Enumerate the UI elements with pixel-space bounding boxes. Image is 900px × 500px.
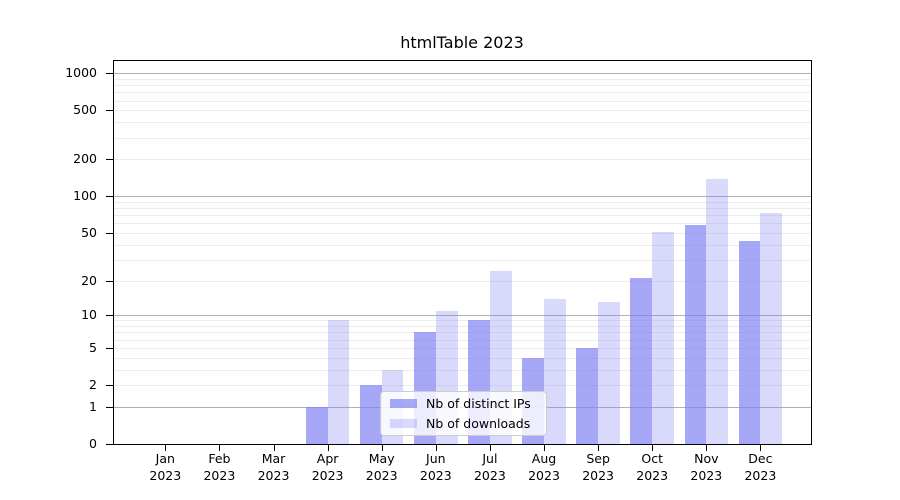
x-tick <box>652 445 654 451</box>
gridline-major <box>114 196 811 198</box>
y-tick-label: 500 <box>73 102 97 118</box>
x-tick-label: Mar 2023 <box>257 451 290 483</box>
y-tick-label: 5 <box>89 339 97 355</box>
gridline-minor <box>114 208 811 210</box>
y-tick-label: 1 <box>89 398 97 414</box>
y-tick-label: 100 <box>73 188 97 204</box>
gridline-minor <box>114 244 811 246</box>
x-tick <box>706 445 708 451</box>
bar <box>738 240 761 444</box>
x-tick <box>165 445 167 451</box>
gridline-minor <box>114 280 811 282</box>
y-tick-label: 0 <box>89 436 97 451</box>
x-tick <box>489 445 491 451</box>
gridline-minor <box>114 223 811 225</box>
x-tick-label: Feb 2023 <box>203 451 236 483</box>
x-tick-label: Jul 2023 <box>473 451 506 483</box>
x-tick <box>760 445 762 451</box>
legend: Nb of distinct IPs Nb of downloads <box>380 391 547 436</box>
legend-swatch-distinct-ips <box>390 399 417 409</box>
y-tick <box>106 406 113 408</box>
gridline-minor <box>114 137 811 139</box>
gridline-minor <box>114 201 811 203</box>
legend-label-downloads: Nb of downloads <box>426 415 531 431</box>
y-tick-label: 200 <box>73 151 97 167</box>
y-tick <box>106 110 113 112</box>
x-tick <box>544 445 545 451</box>
legend-row: Nb of downloads <box>387 416 540 432</box>
gridline-major <box>114 315 811 317</box>
x-tick-label: Jan 2023 <box>149 451 182 483</box>
x-tick <box>381 445 383 451</box>
x-tick-label: Aug 2023 <box>528 451 560 483</box>
gridline-minor <box>114 332 811 334</box>
gridline-minor <box>114 215 811 217</box>
x-tick-label: Oct 2023 <box>636 451 669 483</box>
y-tick-label: 1000 <box>65 65 97 81</box>
bar <box>684 225 707 444</box>
legend-row: Nb of distinct IPs <box>387 396 540 412</box>
gridline-minor <box>114 385 811 387</box>
x-tick <box>219 445 221 451</box>
legend-label-distinct-ips: Nb of distinct IPs <box>426 396 531 412</box>
gridline-minor <box>114 100 811 102</box>
gridline-minor <box>114 320 811 322</box>
gridline-minor <box>114 339 811 341</box>
bar <box>544 298 566 444</box>
x-tick-label: May 2023 <box>365 451 398 483</box>
y-tick <box>106 444 113 445</box>
gridline-minor <box>114 369 811 371</box>
gridline-minor <box>114 78 811 80</box>
gridline-minor <box>114 233 811 235</box>
x-tick-label: Nov 2023 <box>690 451 723 483</box>
gridline-minor <box>114 122 811 124</box>
x-tick-label: Apr 2023 <box>311 451 344 483</box>
x-tick <box>273 445 275 451</box>
y-tick <box>106 73 113 75</box>
x-tick <box>598 445 600 451</box>
y-tick-label: 50 <box>81 225 97 241</box>
y-tick <box>106 347 113 349</box>
x-tick-label: Jun 2023 <box>419 451 452 483</box>
chart-title: htmlTable 2023 <box>400 33 524 52</box>
legend-swatch-downloads <box>390 418 417 428</box>
x-tick-label: Sep 2023 <box>582 451 614 483</box>
plot-area <box>113 60 812 445</box>
bar <box>706 178 729 444</box>
y-tick-label: 10 <box>81 307 97 323</box>
gridline-minor <box>114 92 811 94</box>
gridline-major <box>114 73 811 75</box>
y-tick <box>106 196 113 198</box>
y-tick <box>106 233 113 235</box>
gridline-minor <box>114 110 811 112</box>
bar <box>598 302 620 444</box>
y-tick <box>106 385 113 387</box>
bar <box>760 213 783 444</box>
bar <box>359 385 382 444</box>
bar <box>630 278 653 444</box>
x-tick-label: Dec 2023 <box>744 451 777 483</box>
y-tick-label: 2 <box>89 377 97 393</box>
gridline-minor <box>114 326 811 328</box>
gridline-minor <box>114 159 811 161</box>
y-tick <box>106 280 113 282</box>
x-tick <box>327 445 329 451</box>
bar <box>305 406 328 444</box>
bar <box>652 232 674 444</box>
bar <box>576 347 599 444</box>
y-tick <box>106 159 113 161</box>
gridline-minor <box>114 357 811 359</box>
x-tick <box>435 445 437 451</box>
bar <box>327 320 350 444</box>
gridline-minor <box>114 347 811 349</box>
gridline-minor <box>114 259 811 261</box>
y-tick <box>106 315 113 317</box>
gridline-minor <box>114 85 811 87</box>
y-tick-label: 20 <box>81 272 97 288</box>
